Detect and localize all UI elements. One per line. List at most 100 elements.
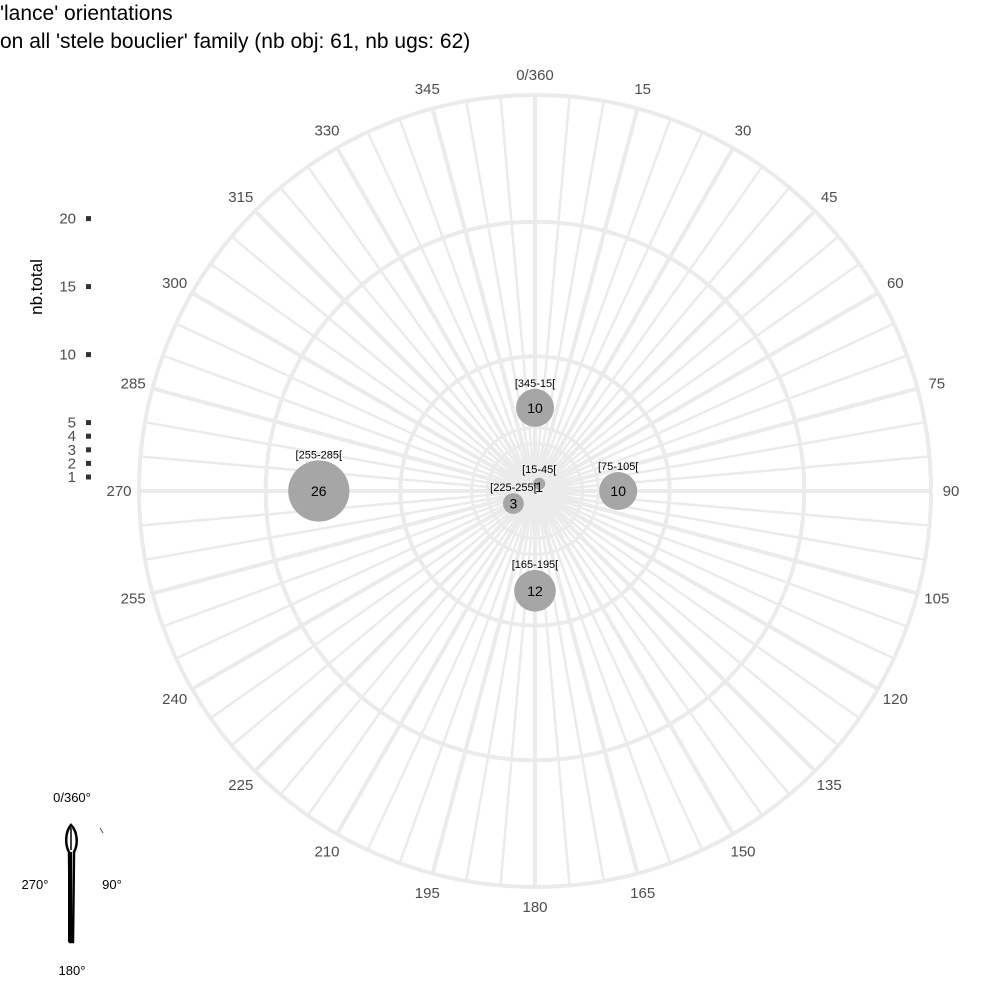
angle-tick-label: 285 xyxy=(121,375,146,392)
bubble-value-label: 26 xyxy=(311,483,327,499)
angle-tick-label: 15 xyxy=(634,81,651,98)
grid-radial-line xyxy=(534,490,791,796)
grid-radial-line xyxy=(533,100,606,492)
grid-radial-line xyxy=(191,489,537,691)
grid-radial-line xyxy=(191,291,537,493)
grid-radial-line xyxy=(534,489,908,628)
grid-radial-line xyxy=(306,165,537,492)
grid-radial-line xyxy=(398,118,537,492)
compass-label-top: 0/360° xyxy=(53,790,91,805)
grid-radial-line xyxy=(534,322,895,493)
grid-radial-line xyxy=(534,386,919,493)
grid-radial-line xyxy=(534,420,926,493)
grid-radial-line xyxy=(209,489,536,720)
angle-tick-label: 45 xyxy=(821,189,838,206)
angle-tick-label: 210 xyxy=(314,843,339,860)
angle-tick-label: 180 xyxy=(522,899,547,916)
bubble-circle xyxy=(533,477,546,490)
lance-icon xyxy=(65,823,104,944)
grid-radial-line xyxy=(209,262,536,493)
grid-radial-line xyxy=(144,489,536,562)
grid-radial-line xyxy=(430,107,537,492)
size-legend-label: 3 xyxy=(68,442,76,459)
grid-radial-line xyxy=(533,107,640,492)
angle-tick-label: 195 xyxy=(415,885,440,902)
size-legend-label: 4 xyxy=(68,428,76,445)
bubble: [165-195[ 12 xyxy=(512,559,558,612)
grid-radial-line xyxy=(335,489,537,835)
size-legend-label: 10 xyxy=(59,347,76,364)
compass-label-right: 90° xyxy=(102,877,122,892)
grid-radial-line xyxy=(175,322,536,493)
bubble: [75-105[10 xyxy=(598,461,638,510)
grid-radial-line xyxy=(534,489,919,596)
bubble: [225-255[3 xyxy=(490,482,537,514)
bubble-value-label: 12 xyxy=(527,583,543,599)
chart-title-line-1: 'lance' orientations xyxy=(0,2,173,25)
angle-tick-label: 0/360 xyxy=(516,67,554,84)
size-legend-label: 2 xyxy=(68,455,76,472)
size-legend-marker xyxy=(86,420,91,426)
grid-radial-line xyxy=(151,489,536,596)
angle-tick-label: 270 xyxy=(106,483,131,500)
bubble-range-label: [165-195[ xyxy=(512,559,558,571)
grid-radial-line xyxy=(534,186,791,492)
angle-tick-label: 30 xyxy=(735,123,752,140)
grid-radial-line xyxy=(533,490,571,886)
chart-title-line-2: on all 'stele bouclier' family (nb obj: … xyxy=(0,30,471,53)
grid-radial-line xyxy=(534,490,840,747)
grid-radial-line xyxy=(533,118,672,492)
grid-radial-line xyxy=(230,490,536,747)
bubble-range-label: [345-15[ xyxy=(515,378,555,390)
bubble-value-label: 3 xyxy=(510,496,518,512)
bubble-range-label: [255-285[ xyxy=(296,449,342,461)
grid-radial-line xyxy=(534,489,895,660)
size-legend-marker xyxy=(86,460,91,466)
bubble-value-label: 10 xyxy=(527,400,543,416)
grid-radial-line xyxy=(279,186,536,492)
angle-tick-label: 315 xyxy=(228,189,253,206)
bubble-circle xyxy=(599,472,638,510)
compass-label-bottom: 180° xyxy=(59,963,86,978)
grid-radial-line xyxy=(306,490,537,817)
size-legend-marker xyxy=(86,284,91,290)
angle-tick-label: 90 xyxy=(943,483,960,500)
grid-radial-line xyxy=(366,131,537,492)
bubbles: [345-15[10[15-45[1[75-105[10[165-195[12[… xyxy=(288,378,638,612)
grid-radial-line xyxy=(162,489,536,628)
grid-radial-line xyxy=(279,490,536,796)
angle-tick-label: 300 xyxy=(162,275,187,292)
bubble: [15-45[1 xyxy=(522,464,556,495)
grid-radial-line xyxy=(162,354,536,493)
size-legend-label: 1 xyxy=(68,469,76,486)
size-legend-marker xyxy=(86,474,91,480)
grid-radial-line xyxy=(533,489,817,773)
bubble-value-label: 10 xyxy=(610,483,626,499)
angle-tick-label: 345 xyxy=(415,81,440,98)
angle-tick-labels: 0/360 15 30 45 60 75 90 105 120 135 150 165 180 195 21… xyxy=(106,67,959,916)
grid-radial-line xyxy=(533,489,735,835)
grid-radial-line xyxy=(464,490,537,882)
grid-radial-line xyxy=(534,262,861,493)
grid-radial-line xyxy=(533,147,735,493)
angle-tick-label: 120 xyxy=(883,691,908,708)
bubble-circle xyxy=(514,570,556,612)
grid-radial-line xyxy=(533,291,879,493)
grid-radial-line xyxy=(533,489,879,691)
angle-tick-label: 105 xyxy=(924,591,949,608)
angle-tick-label: 165 xyxy=(630,885,655,902)
grid-radial-line xyxy=(534,354,908,493)
grid-radial-line xyxy=(533,490,640,875)
grid-radial-line xyxy=(175,489,536,660)
bubble-circle xyxy=(288,460,350,522)
angle-tick-label: 225 xyxy=(228,777,253,794)
size-legend-title: nb.total xyxy=(27,259,46,315)
polar-grid xyxy=(137,93,933,889)
angle-tick-label: 240 xyxy=(162,691,187,708)
grid-radial-line xyxy=(533,131,704,492)
grid-radial-line xyxy=(253,489,537,773)
grid-radial-line xyxy=(230,235,536,492)
grid-radial-line xyxy=(151,386,536,493)
grid-radial-line xyxy=(398,490,537,864)
